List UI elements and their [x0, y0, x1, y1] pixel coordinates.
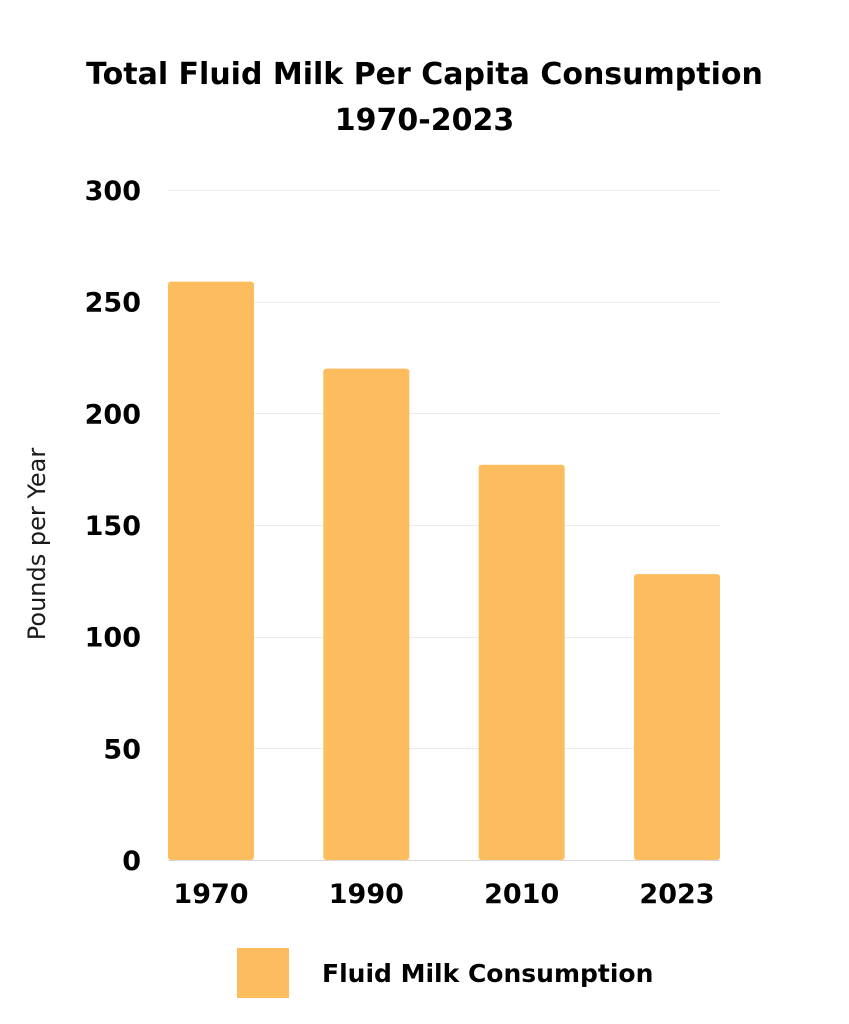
y-axis-title: Pounds per Year — [23, 448, 51, 641]
y-tick-label: 200 — [85, 399, 141, 430]
bar-2010 — [478, 464, 565, 860]
x-axis-ticks: 1970 1990 2010 2023 — [173, 879, 714, 910]
gridlines — [168, 190, 720, 749]
bar-1990 — [323, 368, 410, 860]
legend: Fluid Milk Consumption — [237, 948, 653, 998]
legend-swatch — [237, 948, 289, 998]
bar-2023 — [634, 574, 720, 860]
y-tick-label: 250 — [85, 288, 141, 319]
x-tick-label: 1970 — [173, 879, 248, 910]
chart-title: Total Fluid Milk Per Capita Consumption … — [0, 52, 849, 144]
x-tick-label: 1990 — [329, 879, 404, 910]
y-tick-label: 100 — [85, 623, 141, 654]
y-tick-label: 0 — [122, 846, 141, 877]
bars — [168, 281, 720, 861]
x-tick-label: 2023 — [639, 879, 714, 910]
y-tick-label: 150 — [85, 511, 141, 542]
y-tick-label: 50 — [103, 734, 141, 765]
bar-1970 — [168, 281, 254, 861]
legend-label: Fluid Milk Consumption — [322, 958, 654, 988]
y-tick-label: 300 — [85, 176, 141, 207]
x-tick-label: 2010 — [484, 879, 559, 910]
chart-title-line-1: Total Fluid Milk Per Capita Consumption — [86, 57, 763, 92]
bar-chart: 0 50 100 150 200 250 300 1970 1990 2010 2023 Poun… — [23, 176, 720, 910]
chart-title-line-2: 1970-2023 — [334, 103, 515, 138]
y-axis-ticks: 0 50 100 150 200 250 300 — [85, 176, 141, 877]
